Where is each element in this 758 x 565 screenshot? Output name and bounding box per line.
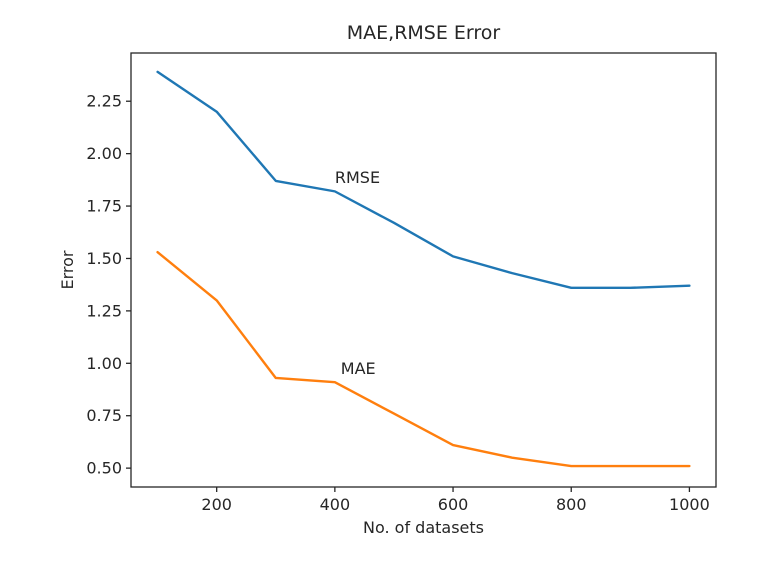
mae-annotation: MAE — [341, 359, 376, 378]
x-tick-label: 1000 — [669, 495, 710, 514]
rmse-line — [156, 70, 691, 290]
y-tick-label: 2.25 — [86, 92, 122, 111]
y-tick-label: 1.00 — [86, 354, 122, 373]
x-tick-label: 800 — [556, 495, 587, 514]
y-tick-label: 1.25 — [86, 301, 122, 320]
x-tick-label: 600 — [438, 495, 469, 514]
rmse-annotation: RMSE — [335, 168, 380, 187]
y-axis-label: Error — [58, 250, 77, 289]
plot-border — [130, 52, 717, 488]
mae-line — [156, 250, 691, 468]
x-tick-label: 200 — [201, 495, 232, 514]
y-tick-label: 0.50 — [86, 459, 122, 478]
y-tick-label: 1.50 — [86, 249, 122, 268]
y-tick-label: 1.75 — [86, 197, 122, 216]
y-tick-label: 0.75 — [86, 406, 122, 425]
x-tick-label: 400 — [320, 495, 351, 514]
y-tick-label: 2.00 — [86, 144, 122, 163]
x-axis-label: No. of datasets — [363, 518, 484, 537]
chart-title: MAE,RMSE Error — [347, 22, 501, 44]
